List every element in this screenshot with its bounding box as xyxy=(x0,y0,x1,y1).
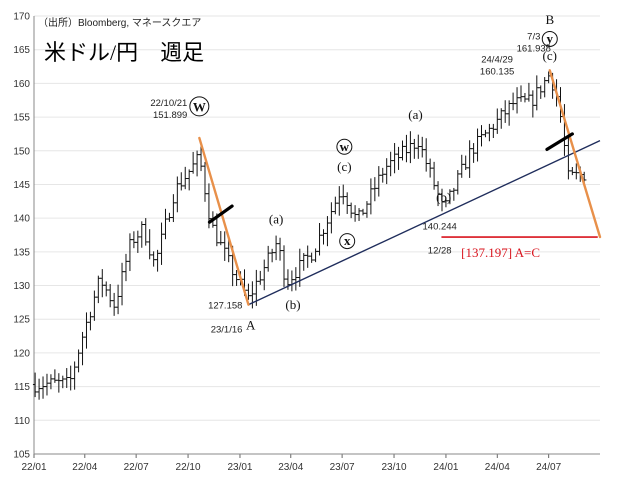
axes: 105 110 115 120 125 130 135 140 145 150 155 160 165 1… xyxy=(13,12,600,473)
y-tick-label: 150 xyxy=(13,146,30,157)
wave-label: x xyxy=(344,233,351,248)
wave-label: A xyxy=(246,317,256,332)
y-tick-label: 135 xyxy=(13,247,30,258)
price-annotation: 161.938 xyxy=(517,43,551,54)
y-tick-label: 120 xyxy=(13,348,30,359)
x-tick-label: 23/10 xyxy=(382,462,407,473)
wave-label: (b) xyxy=(436,189,451,204)
wave-label: (b) xyxy=(285,297,300,312)
wave-label: w xyxy=(340,139,350,154)
y-tick-label: 140 xyxy=(13,214,30,225)
support-trendline xyxy=(248,140,601,306)
x-tick-label: 24/01 xyxy=(433,462,458,473)
source-note: （出所）Bloomberg, マネースクエア xyxy=(38,16,201,29)
price-annotation: 151.899 xyxy=(153,110,187,121)
wave-line-orange xyxy=(198,136,250,306)
y-tick-label: 165 xyxy=(13,45,30,56)
y-tick-label: 170 xyxy=(13,12,30,23)
wave-circle xyxy=(339,233,356,250)
x-tick-label: 22/01 xyxy=(21,462,46,473)
overlays xyxy=(198,69,602,306)
chart-title: 米ドル/円 週足 xyxy=(44,40,204,65)
y-tick-label: 115 xyxy=(14,382,30,393)
price-annotation: 22/10/21 xyxy=(150,98,187,109)
wave-label: W xyxy=(193,99,206,114)
wave-label: (a) xyxy=(269,212,283,227)
price-annotation: 127.158 xyxy=(208,301,242,312)
y-tick-label: 125 xyxy=(13,315,30,326)
price-bars xyxy=(32,71,587,400)
wave-label: B xyxy=(545,12,554,27)
wave-circle xyxy=(541,30,558,47)
break-marker xyxy=(545,132,574,152)
y-tick-label: 130 xyxy=(13,281,30,292)
x-tick-label: 22/10 xyxy=(176,462,201,473)
y-tick-label: 160 xyxy=(13,79,30,90)
x-tick-label: 24/07 xyxy=(536,462,561,473)
wave-line-orange xyxy=(548,69,602,239)
x-tick-label: 22/04 xyxy=(72,462,97,473)
y-tick-label: 155 xyxy=(13,113,30,124)
y-tick-label: 110 xyxy=(14,416,30,427)
price-annotation: 160.135 xyxy=(480,66,514,77)
x-tick-label: 22/07 xyxy=(124,462,149,473)
break-marker xyxy=(207,204,234,224)
wave-circle xyxy=(189,96,210,117)
price-annotation: 140.244 xyxy=(423,222,457,233)
wave-circle xyxy=(336,138,353,155)
price-annotation: 12/28 xyxy=(428,246,452,257)
price-annotation: 7/3 xyxy=(527,31,540,42)
y-tick-label: 105 xyxy=(13,450,30,461)
wave-label: (c) xyxy=(337,159,351,174)
price-annotation: 24/4/29 xyxy=(481,54,513,65)
wave-label: y xyxy=(547,31,554,46)
wave-label: (a) xyxy=(408,107,422,122)
y-tick-label: 145 xyxy=(13,180,30,191)
target-label: [137.197] A=C xyxy=(461,245,540,260)
x-tick-label: 23/01 xyxy=(227,462,252,473)
x-tick-label: 24/04 xyxy=(485,462,510,473)
price-annotation: 23/1/16 xyxy=(211,325,243,336)
x-tick-label: 23/04 xyxy=(278,462,303,473)
wave-label: (c) xyxy=(543,48,557,63)
x-tick-label: 23/07 xyxy=(330,462,355,473)
